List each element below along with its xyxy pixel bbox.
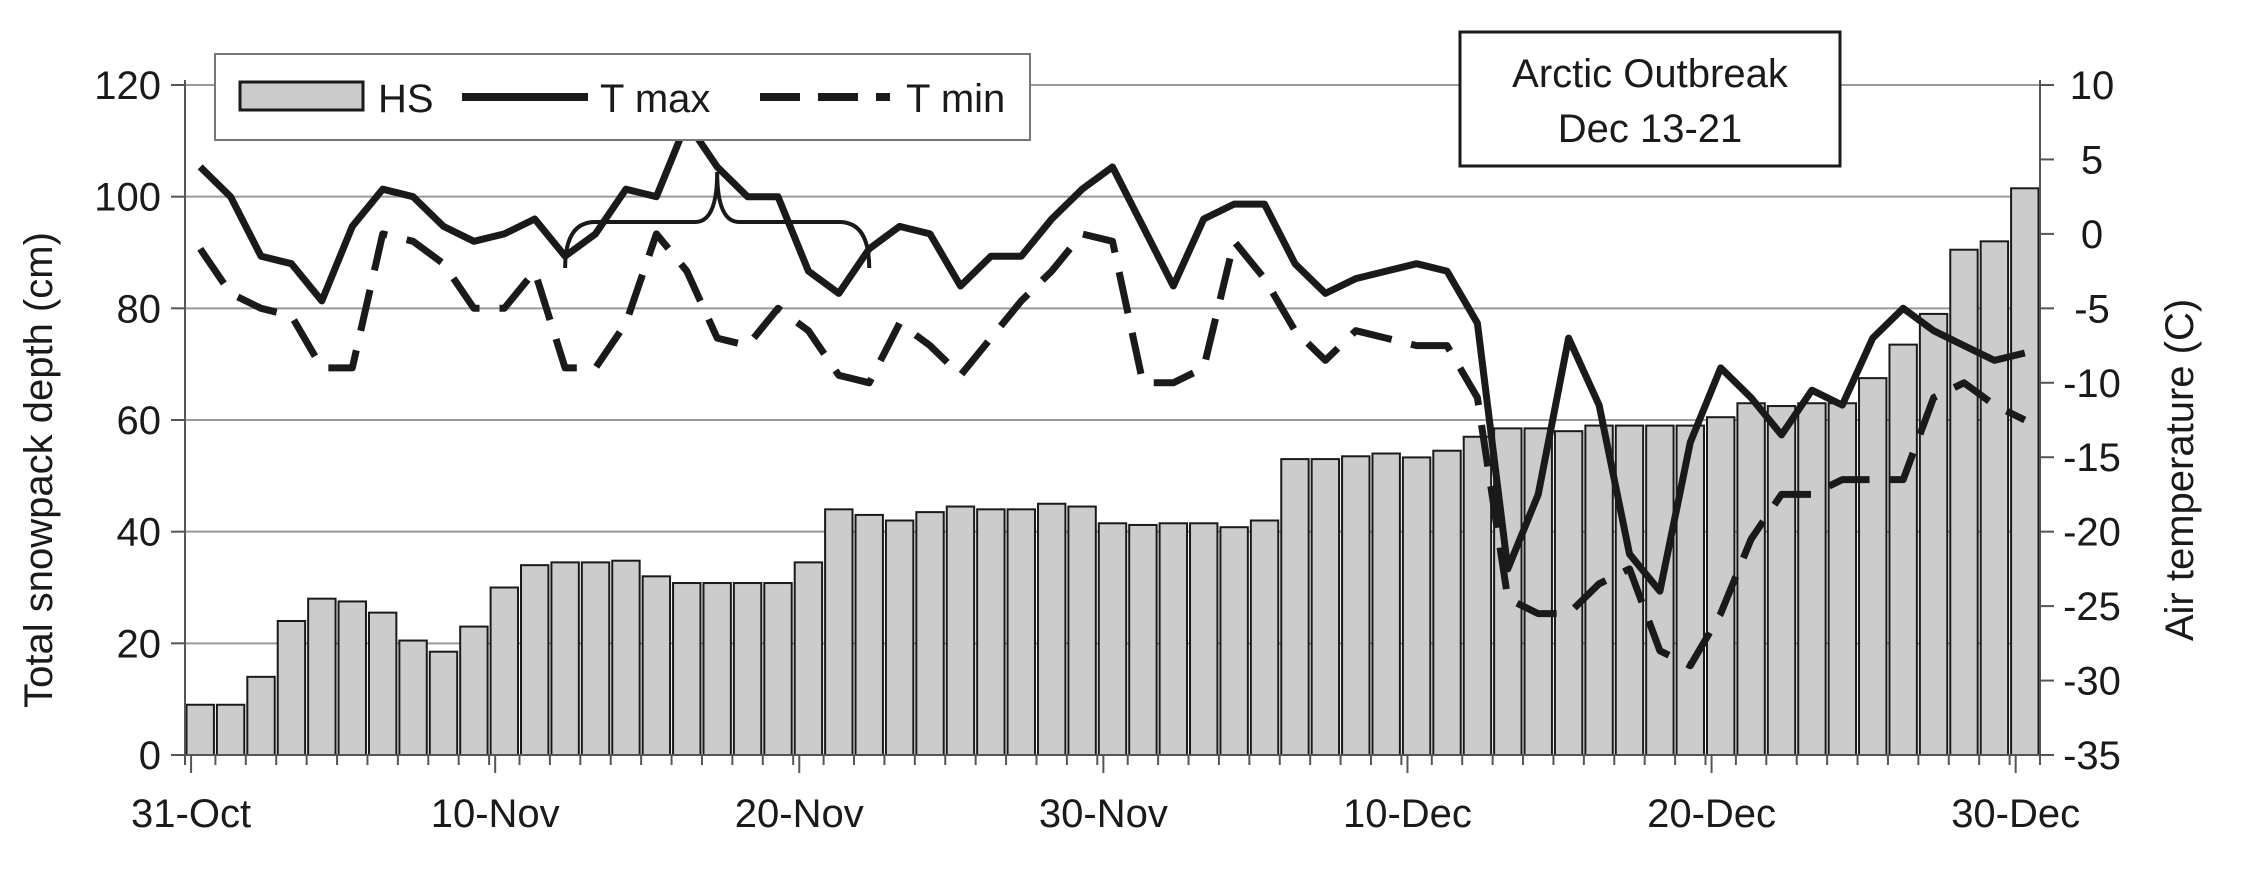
right-tick-label: -15 (2063, 436, 2121, 480)
annotation-brace (563, 171, 872, 269)
hs-bar (1797, 402, 1827, 756)
hs-bar (763, 582, 793, 756)
left-tick-label: 60 (117, 399, 162, 443)
hs-bar (854, 513, 884, 757)
right-tick-label: 10 (2070, 64, 2115, 108)
x-tick-label: 30-Nov (1039, 792, 1168, 836)
hs-bar (702, 582, 732, 756)
hs-bar (915, 511, 945, 756)
hs-bar (1128, 523, 1158, 757)
legend-swatch-hs (238, 80, 365, 112)
hs-bar (1553, 430, 1584, 756)
hs-bar (398, 639, 428, 757)
left-tick-label: 80 (117, 287, 162, 331)
hs-bar (1918, 312, 1949, 756)
hs-bars (185, 187, 2040, 757)
left-tick-label: 40 (117, 511, 162, 555)
right-axis-title: Air temperature (C) (2158, 299, 2202, 641)
hs-bar (793, 561, 824, 756)
hs-bar (1219, 526, 1249, 757)
hs-bar (976, 508, 1006, 757)
annotation-box (1458, 30, 1842, 168)
hs-bar (1341, 455, 1371, 756)
arctic-outbreak-annotation: Arctic Outbreak Dec 13-21 (563, 30, 1842, 269)
hs-bar (489, 586, 520, 756)
hs-bar (945, 505, 976, 756)
hs-bar (641, 575, 672, 756)
hs-bar (1189, 522, 1219, 757)
hs-bar (884, 519, 915, 756)
legend-label-hs: HS (378, 77, 434, 121)
hs-bar (1036, 502, 1067, 756)
left-axis-title: Total snowpack depth (cm) (17, 232, 61, 708)
hs-bar (520, 564, 550, 757)
hs-bar (1006, 508, 1036, 757)
hs-bar (1979, 240, 2010, 757)
right-tick-label: -35 (2063, 734, 2121, 778)
x-tick-label: 10-Dec (1343, 792, 1472, 836)
hs-bar (580, 561, 611, 756)
hs-bar (1158, 522, 1189, 757)
hs-bar (337, 600, 367, 756)
x-tick-label: 20-Dec (1647, 792, 1776, 836)
hs-bar (1067, 505, 1097, 756)
right-tick-label: -20 (2063, 511, 2121, 555)
left-tick-label: 120 (94, 64, 161, 108)
right-tick-label: -5 (2074, 287, 2110, 331)
right-tick-label: -25 (2063, 585, 2121, 629)
x-tick-label: 31-Oct (131, 792, 251, 836)
hs-bar (1462, 435, 1493, 756)
hs-bar (1097, 522, 1128, 757)
hs-bar (611, 559, 641, 757)
hs-bar (1888, 343, 1918, 756)
hs-bar (672, 582, 702, 756)
hs-bar (1371, 452, 1401, 756)
x-tick-label: 30-Dec (1951, 792, 2080, 836)
hs-bar (1827, 402, 1858, 756)
axes: 0 20 40 60 80 100 120 -35 -30 -25 -20 -15 -10 -5 0 5 10 3… (94, 64, 2121, 836)
annotation-line-1: Arctic Outbreak (1512, 52, 1789, 96)
hs-bar (1280, 458, 1310, 756)
hs-bar (550, 561, 580, 756)
hs-bar (1949, 248, 1979, 756)
legend-label-tmin: T min (906, 77, 1005, 121)
x-tick-label: 20-Nov (735, 792, 864, 836)
x-tick-label: 10-Nov (431, 792, 560, 836)
hs-bar (367, 611, 398, 756)
hs-bar (276, 620, 307, 756)
left-tick-label: 100 (94, 176, 161, 220)
tmax-line (197, 118, 2026, 595)
hs-bar (824, 508, 854, 757)
hs-bar (459, 625, 489, 756)
legend: HS T max T min (214, 53, 1031, 141)
left-tick-label: 0 (139, 734, 161, 778)
hs-bar (215, 703, 246, 756)
right-tick-label: -10 (2063, 362, 2121, 406)
right-tick-label: -30 (2063, 660, 2121, 704)
hs-bar (1736, 402, 1766, 756)
hs-bar (246, 675, 276, 756)
right-tick-label: 0 (2081, 213, 2103, 257)
legend-label-tmax: T max (600, 77, 710, 121)
hs-bar (2010, 187, 2040, 756)
tmin-line (197, 230, 2027, 670)
hs-bar (185, 703, 215, 756)
right-tick-label: 5 (2081, 138, 2103, 182)
hs-bar (1766, 405, 1797, 756)
hs-bar (1310, 458, 1341, 756)
hs-bar (732, 582, 763, 756)
temperature-lines (197, 118, 2027, 670)
hs-bar (1432, 449, 1462, 756)
hs-bar (428, 650, 459, 756)
hs-bar (1858, 377, 1888, 756)
hs-bar (1249, 519, 1280, 756)
hs-bar (307, 597, 337, 757)
annotation-line-2: Dec 13-21 (1558, 107, 1743, 151)
hs-bar (1401, 456, 1432, 756)
left-tick-label: 20 (117, 622, 162, 666)
